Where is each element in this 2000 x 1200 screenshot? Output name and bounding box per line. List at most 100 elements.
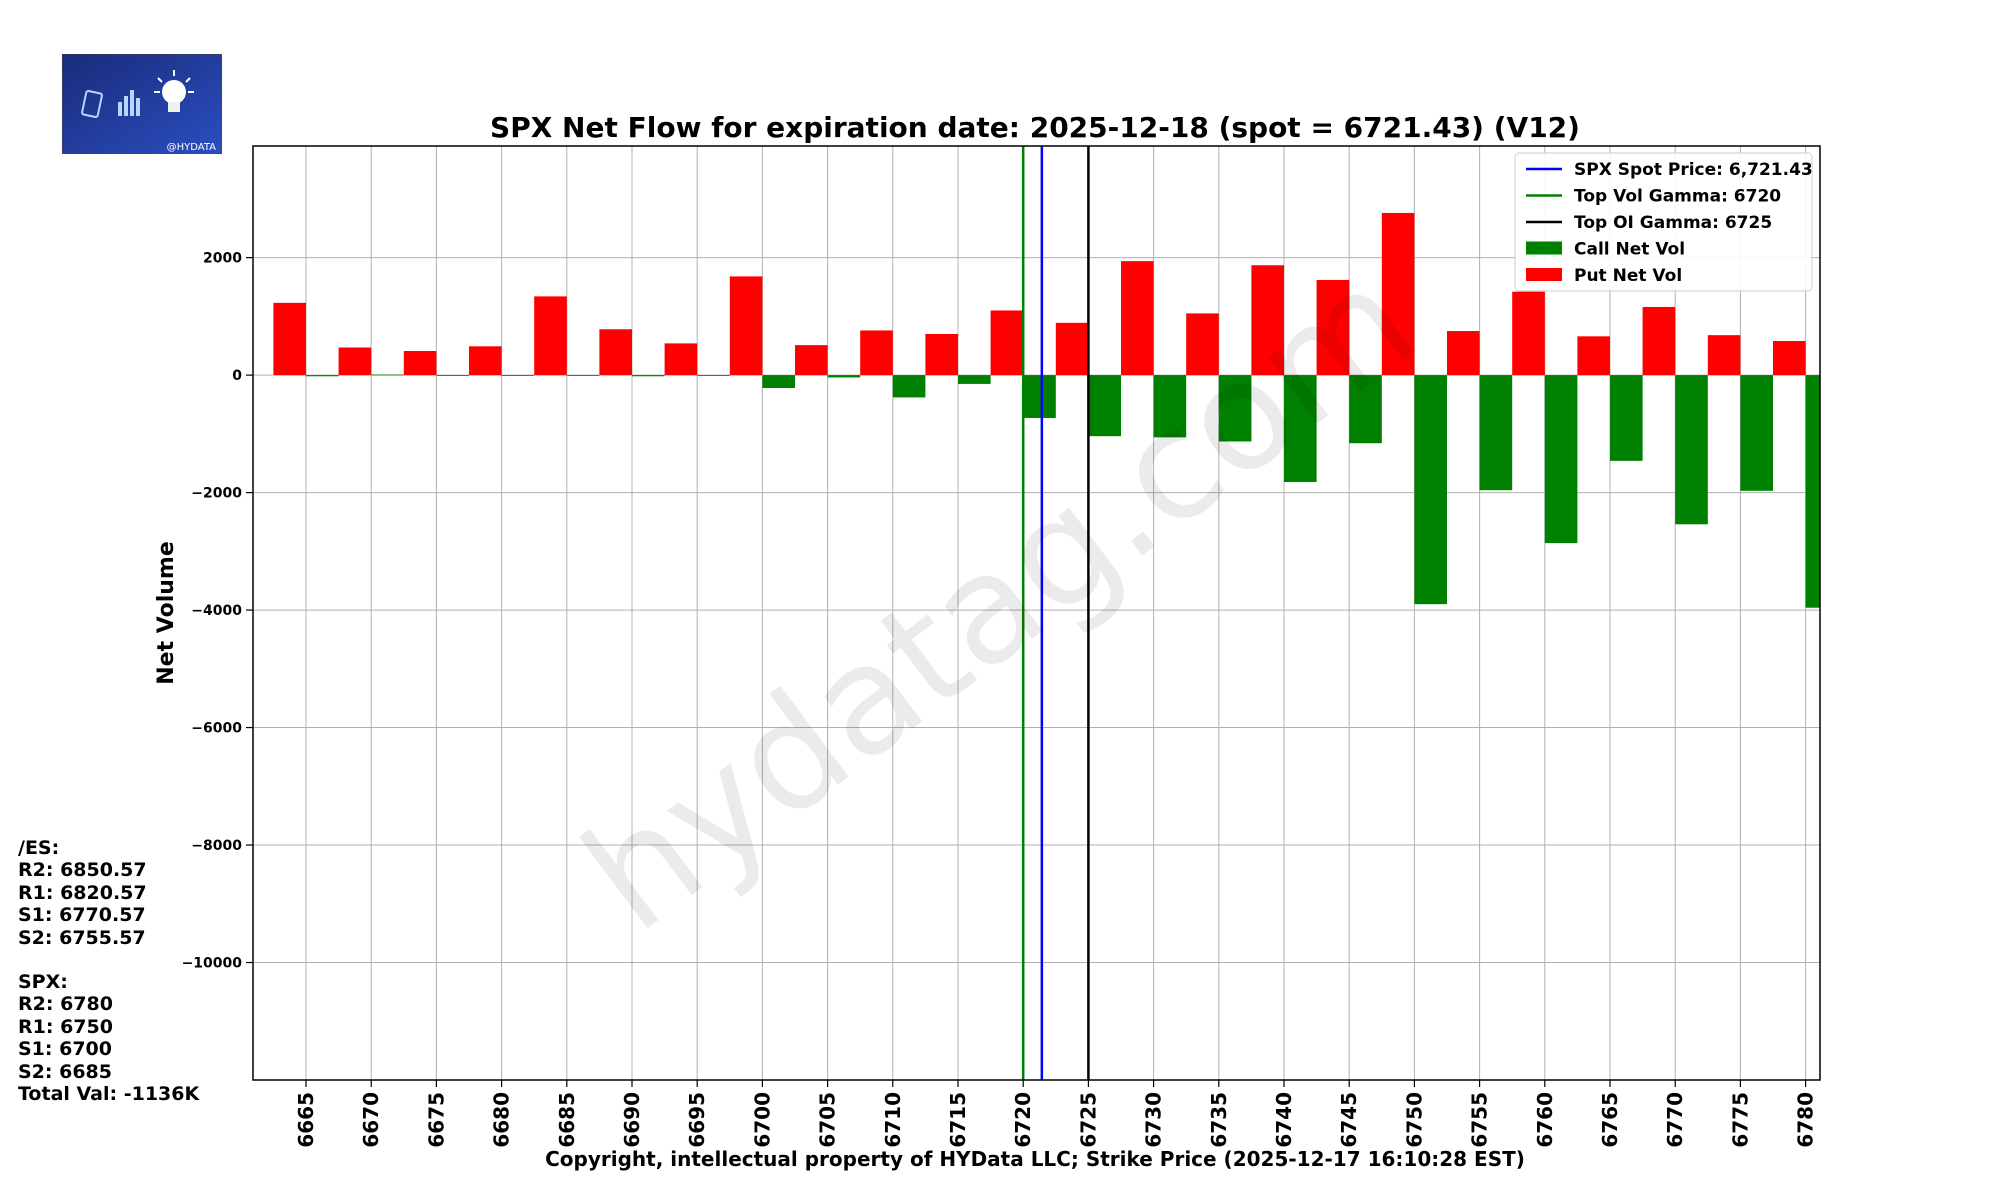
put-net-vol-bar: [1251, 265, 1284, 376]
put-net-vol-bar: [273, 302, 306, 376]
es-heading: /ES:: [18, 837, 60, 859]
put-net-vol-bar: [469, 346, 502, 376]
tablet-icon: [81, 89, 103, 119]
put-net-vol-bar: [1381, 212, 1415, 376]
put-net-vol-bar: [1055, 322, 1089, 376]
call-net-vol-bar: [501, 375, 535, 376]
x-tick-label: 6755: [1468, 1092, 1492, 1148]
y-tick-label: −10000: [182, 956, 243, 972]
put-net-vol-bar: [990, 310, 1024, 376]
hydata-logo: @HYDATA: [62, 54, 222, 154]
reference-lines: [1021, 146, 1090, 1080]
footer-copyright: Copyright, intellectual property of HYDa…: [545, 1147, 1525, 1171]
put-net-vol-bar: [1773, 341, 1806, 376]
call-net-vol-bar: [1740, 375, 1773, 491]
put-net-vol-bar: [795, 345, 828, 376]
x-tick-label: 6770: [1663, 1092, 1687, 1148]
legend-call-net-vol-label: Call Net Vol: [1574, 240, 1685, 260]
x-tick-label: 6775: [1728, 1092, 1752, 1148]
x-tick-label: 6685: [555, 1092, 579, 1148]
call-net-vol-bar: [1479, 375, 1513, 491]
y-tick-label: −8000: [191, 838, 242, 854]
x-tick-label: 6705: [816, 1092, 840, 1148]
legend-put-net-vol-label: Put Net Vol: [1574, 266, 1682, 286]
y-tick-label: 0: [232, 368, 242, 384]
legend-top-vol-gamma-label: Top Vol Gamma: 6720: [1574, 187, 1781, 207]
legend-box: [1514, 152, 1813, 292]
put-net-vol-bar: [403, 351, 437, 376]
x-tick-label: 6665: [294, 1092, 318, 1148]
call-net-vol-bar: [1610, 375, 1643, 461]
x-tick-label: 6735: [1207, 1092, 1231, 1148]
spx-level: S1: 6700: [18, 1038, 112, 1061]
call-net-vol-bar: [892, 375, 926, 398]
x-tick-label: 6745: [1337, 1092, 1361, 1148]
x-tick-label: 6695: [685, 1092, 709, 1148]
x-tick-label: 6700: [750, 1092, 774, 1148]
put-net-vol-bar: [338, 347, 372, 376]
y-tick-label: −6000: [191, 721, 242, 737]
es-level: R1: 6820.57: [18, 881, 147, 904]
call-net-vol-bar: [436, 375, 469, 376]
x-tick-label: 6680: [490, 1092, 514, 1148]
y-axis-ticks: 2000 0 −2000 −4000 −6000 −8000 −10000: [182, 251, 253, 972]
x-tick-label: 6725: [1076, 1092, 1100, 1148]
legend-top-oi-gamma-label: Top OI Gamma: 6725: [1574, 213, 1772, 233]
chart-title: SPX Net Flow for expiration date: 2025-1…: [490, 111, 1580, 144]
x-tick-label: 6675: [424, 1092, 448, 1148]
call-net-vol-bar: [1349, 375, 1382, 444]
call-net-vol-bar: [1675, 375, 1708, 525]
put-net-vol-bar: [1577, 336, 1610, 376]
call-net-vol-bar: [697, 375, 730, 376]
y-axis-label: Net Volume: [154, 541, 179, 685]
call-net-vol-bar: [1414, 375, 1447, 605]
y-tick-label: −4000: [191, 603, 242, 619]
call-net-vol-bar: [827, 375, 861, 378]
put-net-vol-bar: [860, 330, 893, 376]
call-net-vol-bar: [1805, 375, 1820, 608]
call-net-vol-bar: [371, 374, 404, 376]
call-net-vol-bar: [632, 375, 665, 377]
x-tick-label: 6720: [1011, 1092, 1035, 1148]
call-net-vol-bar: [1023, 375, 1056, 418]
es-level: S1: 6770.57: [18, 904, 146, 927]
x-tick-label: 6765: [1598, 1092, 1622, 1148]
call-net-vol-bar: [1088, 375, 1121, 437]
x-tick-label: 6730: [1142, 1092, 1166, 1148]
put-net-vol-bar: [729, 276, 763, 376]
lightbulb-icon: [154, 70, 194, 112]
legend-call-net-vol-swatch: [1526, 241, 1562, 255]
plot-frame: [252, 145, 1821, 1081]
spx-level: S2: 6685: [18, 1060, 112, 1083]
x-tick-label: 6690: [620, 1092, 644, 1148]
x-tick-label: 6715: [946, 1092, 970, 1148]
put-net-vol-bar: [925, 333, 958, 376]
put-net-vol-bar: [534, 296, 567, 376]
put-net-vol-bar: [599, 329, 632, 376]
put-net-vol-bar: [1316, 279, 1350, 376]
put-net-vol-bar: [1121, 261, 1154, 376]
spx-level: R1: 6750: [18, 1015, 113, 1038]
x-tick-label: 6760: [1533, 1092, 1557, 1148]
x-tick-label: 6670: [359, 1092, 383, 1148]
call-net-vol-bar: [1544, 375, 1578, 544]
call-net-vol-bar: [958, 375, 991, 384]
call-net-vol-bar: [1218, 375, 1252, 442]
call-net-vol-bar: [306, 375, 339, 377]
call-net-vol-bar: [1284, 375, 1317, 483]
bars: [273, 212, 1820, 608]
spacer: [18, 949, 199, 971]
y-tick-label: 2000: [203, 251, 242, 267]
x-tick-label: 6750: [1402, 1092, 1426, 1148]
x-tick-label: 6740: [1272, 1092, 1296, 1148]
legend-put-net-vol-swatch: [1526, 268, 1562, 281]
x-tick-label: 6780: [1794, 1092, 1818, 1148]
bar-chart-icon: [118, 90, 140, 116]
spx-heading: SPX:: [18, 971, 68, 994]
legend-spx-spot-label: SPX Spot Price: 6,721.43: [1574, 160, 1813, 180]
total-value: Total Val: -1136K: [18, 1083, 200, 1106]
y-tick-label: −2000: [191, 486, 242, 502]
put-net-vol-bar: [1186, 313, 1219, 376]
put-net-vol-bar: [1642, 306, 1676, 376]
